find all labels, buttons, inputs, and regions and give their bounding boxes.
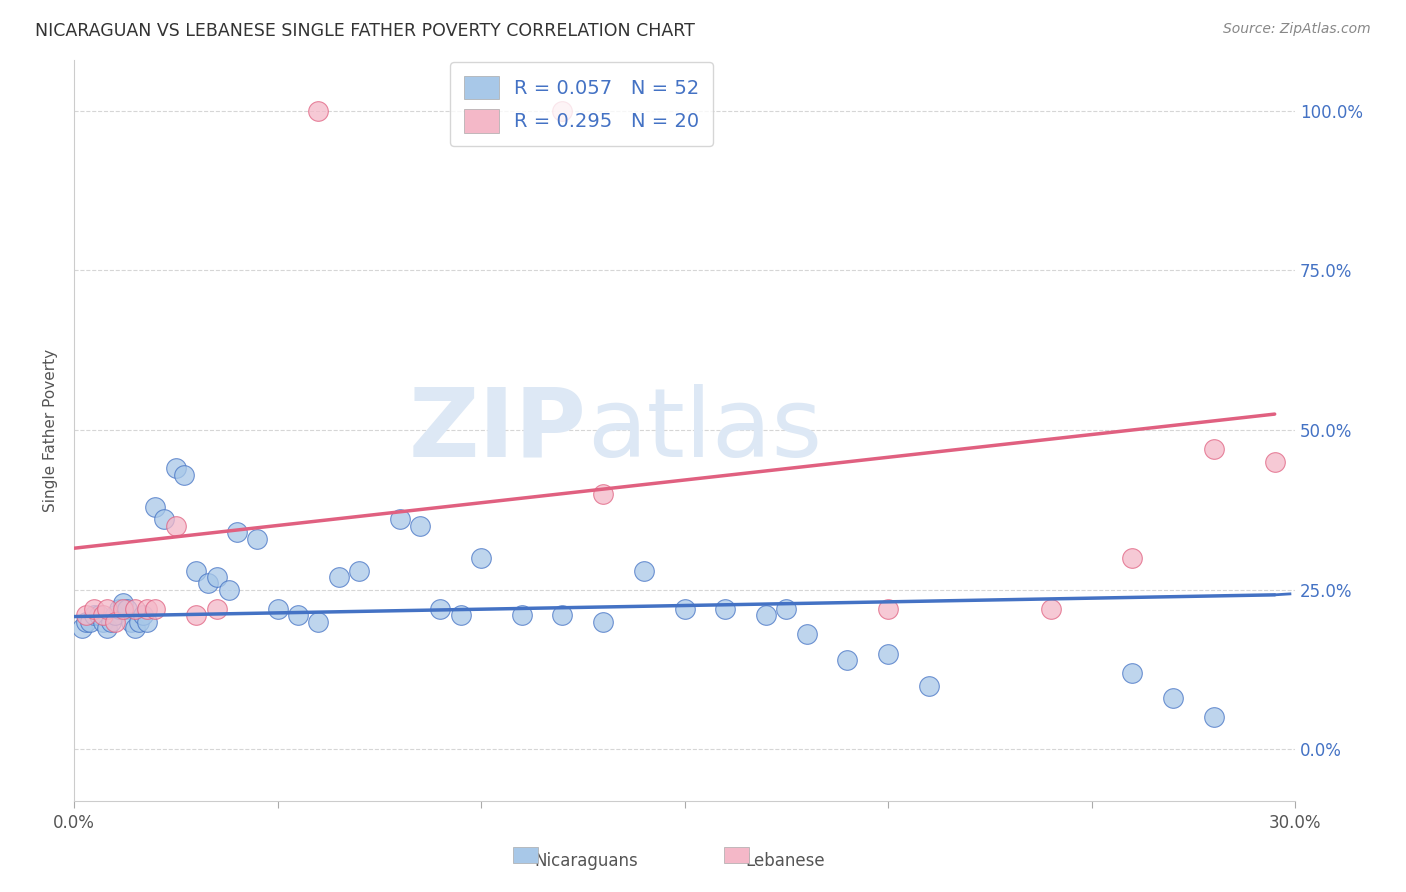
Point	[551, 103, 574, 118]
Point	[1161, 691, 1184, 706]
Point	[347, 564, 370, 578]
Point	[111, 602, 134, 616]
Point	[108, 602, 131, 616]
Point	[755, 608, 778, 623]
Point	[307, 103, 329, 118]
Point	[87, 608, 110, 623]
Point	[409, 519, 432, 533]
Point	[1202, 442, 1225, 457]
Point	[70, 621, 93, 635]
Y-axis label: Single Father Poverty: Single Father Poverty	[44, 349, 58, 512]
Point	[429, 602, 451, 616]
Text: Nicaraguans: Nicaraguans	[534, 852, 638, 870]
Point	[197, 576, 219, 591]
Point	[205, 602, 228, 616]
Point	[307, 615, 329, 629]
Point	[218, 582, 240, 597]
Point	[75, 615, 97, 629]
Point	[79, 615, 101, 629]
Point	[1039, 602, 1062, 616]
Text: Lebanese: Lebanese	[745, 852, 825, 870]
Point	[186, 564, 208, 578]
Point	[205, 570, 228, 584]
Point	[388, 512, 411, 526]
Point	[673, 602, 696, 616]
Point	[136, 602, 159, 616]
Point	[136, 615, 159, 629]
Point	[918, 679, 941, 693]
Point	[1202, 710, 1225, 724]
Point	[124, 621, 146, 635]
Point	[592, 487, 614, 501]
Point	[115, 602, 138, 616]
Point	[510, 608, 533, 623]
Point	[152, 512, 174, 526]
Point	[775, 602, 797, 616]
Point	[145, 602, 167, 616]
Point	[165, 519, 187, 533]
Point	[551, 608, 574, 623]
Text: atlas: atlas	[586, 384, 823, 476]
Point	[328, 570, 350, 584]
Point	[91, 615, 114, 629]
Point	[124, 602, 146, 616]
Point	[91, 608, 114, 623]
Legend: R = 0.057   N = 52, R = 0.295   N = 20: R = 0.057 N = 52, R = 0.295 N = 20	[450, 62, 713, 146]
Point	[104, 608, 127, 623]
Point	[75, 608, 97, 623]
Point	[796, 627, 818, 641]
Text: ZIP: ZIP	[409, 384, 586, 476]
Point	[104, 615, 127, 629]
Point	[287, 608, 309, 623]
Point	[132, 608, 155, 623]
Point	[246, 532, 269, 546]
Point	[633, 564, 655, 578]
Point	[225, 525, 247, 540]
Point	[450, 608, 472, 623]
Point	[592, 615, 614, 629]
Point	[186, 608, 208, 623]
Point	[120, 615, 142, 629]
Point	[145, 500, 167, 514]
Point	[877, 602, 900, 616]
Point	[266, 602, 288, 616]
Point	[100, 615, 122, 629]
Point	[83, 602, 105, 616]
Point	[96, 602, 118, 616]
Point	[111, 595, 134, 609]
Point	[877, 647, 900, 661]
Point	[173, 467, 195, 482]
Point	[1121, 665, 1143, 680]
Point	[128, 615, 150, 629]
Point	[714, 602, 737, 616]
Point	[470, 550, 492, 565]
Point	[1121, 550, 1143, 565]
Point	[165, 461, 187, 475]
Point	[83, 608, 105, 623]
Text: NICARAGUAN VS LEBANESE SINGLE FATHER POVERTY CORRELATION CHART: NICARAGUAN VS LEBANESE SINGLE FATHER POV…	[35, 22, 695, 40]
Point	[1264, 455, 1286, 469]
Point	[837, 653, 859, 667]
Text: Source: ZipAtlas.com: Source: ZipAtlas.com	[1223, 22, 1371, 37]
Point	[96, 621, 118, 635]
